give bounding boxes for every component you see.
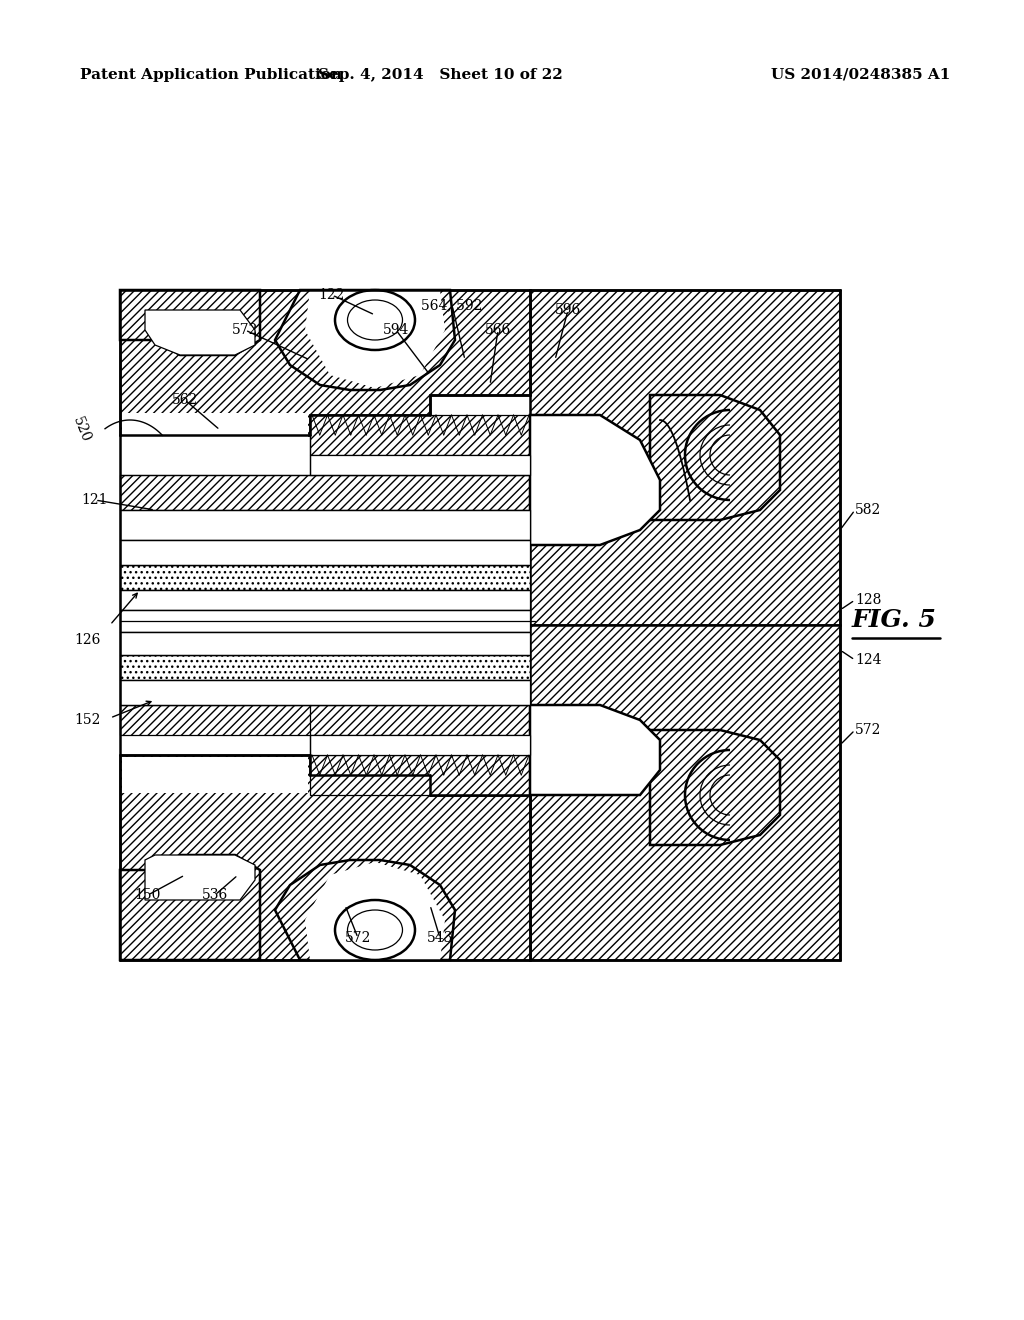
Polygon shape (310, 455, 530, 475)
Text: 572: 572 (855, 723, 882, 737)
Polygon shape (650, 730, 780, 845)
Polygon shape (650, 395, 780, 520)
Polygon shape (120, 680, 530, 705)
Text: FIG. 5: FIG. 5 (852, 609, 937, 632)
Text: 124: 124 (855, 653, 882, 667)
Polygon shape (305, 290, 445, 388)
Polygon shape (122, 756, 308, 793)
Text: 126: 126 (75, 634, 101, 647)
Polygon shape (530, 705, 660, 795)
Text: 582: 582 (855, 503, 882, 517)
Polygon shape (120, 540, 530, 565)
Text: 596: 596 (555, 304, 582, 317)
Text: 121: 121 (82, 492, 109, 507)
Polygon shape (310, 755, 530, 795)
Text: 543: 543 (427, 931, 454, 945)
Polygon shape (122, 413, 308, 437)
Polygon shape (120, 610, 530, 632)
Polygon shape (120, 755, 530, 960)
Polygon shape (305, 862, 445, 960)
Polygon shape (310, 735, 530, 755)
Text: 122: 122 (318, 288, 345, 302)
Polygon shape (275, 861, 455, 960)
Text: 562: 562 (172, 393, 198, 407)
Polygon shape (120, 290, 530, 436)
Text: US 2014/0248385 A1: US 2014/0248385 A1 (771, 69, 950, 82)
Text: 152: 152 (75, 713, 101, 727)
Polygon shape (530, 414, 660, 545)
Polygon shape (120, 590, 530, 610)
Text: 564, 592: 564, 592 (421, 298, 482, 312)
Text: 566: 566 (485, 323, 511, 337)
Polygon shape (120, 632, 530, 655)
Text: Sep. 4, 2014   Sheet 10 of 22: Sep. 4, 2014 Sheet 10 of 22 (317, 69, 562, 82)
Polygon shape (530, 290, 840, 624)
Text: 572: 572 (345, 931, 371, 945)
Text: Patent Application Publication: Patent Application Publication (80, 69, 342, 82)
Polygon shape (275, 290, 455, 389)
Polygon shape (120, 565, 530, 590)
Polygon shape (530, 624, 840, 960)
Text: 536: 536 (202, 888, 228, 902)
Text: 594: 594 (383, 323, 410, 337)
Polygon shape (120, 290, 260, 355)
Polygon shape (120, 510, 530, 540)
Text: 520: 520 (71, 416, 93, 445)
Polygon shape (120, 655, 530, 680)
Polygon shape (120, 475, 530, 510)
Polygon shape (310, 414, 530, 455)
Polygon shape (120, 705, 530, 735)
Text: 150: 150 (135, 888, 161, 902)
Text: 572: 572 (231, 323, 258, 337)
Text: 128: 128 (855, 593, 882, 607)
Polygon shape (120, 855, 260, 960)
Polygon shape (145, 310, 255, 355)
Polygon shape (145, 855, 255, 900)
